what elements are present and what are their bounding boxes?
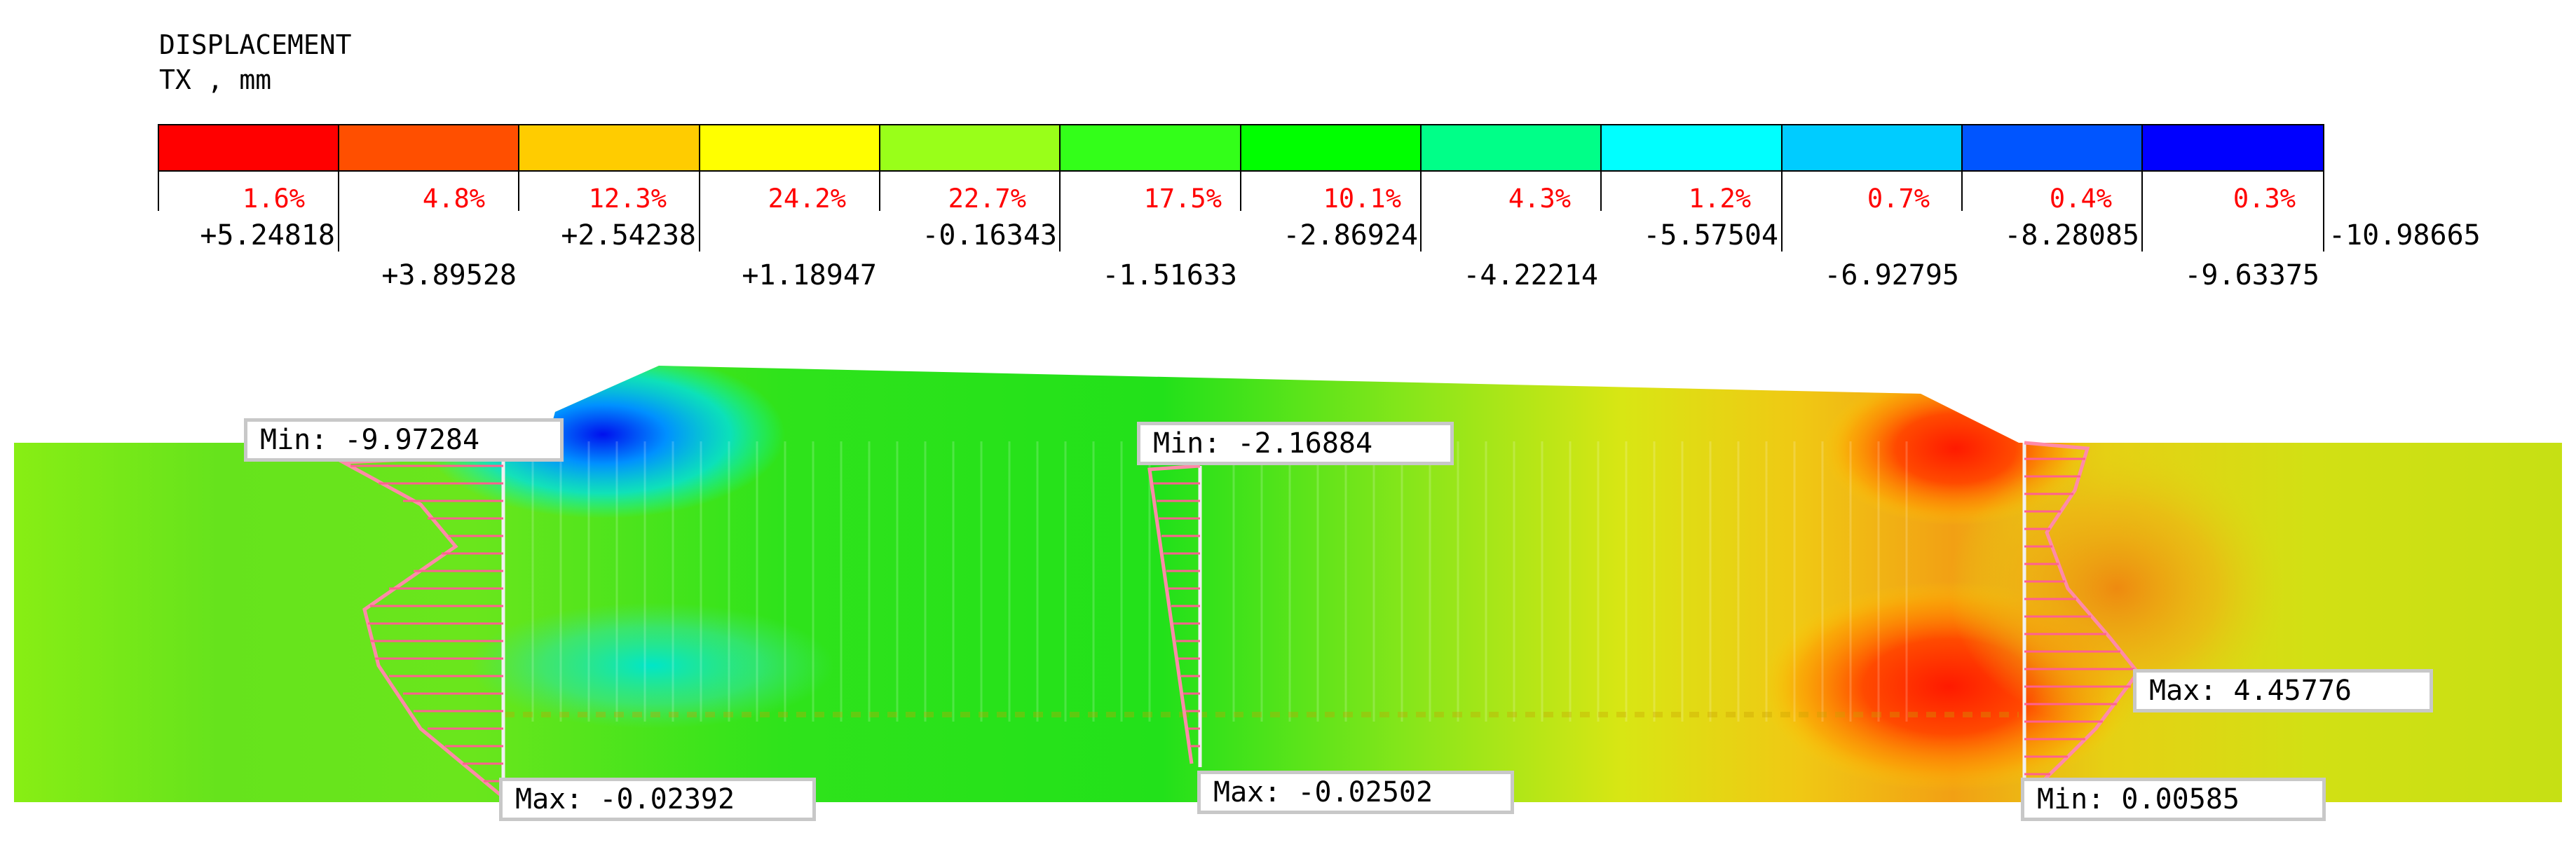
legend-value: +1.18947: [742, 259, 877, 291]
stiffener-lines: [531, 441, 1908, 722]
legend-tick: [2323, 172, 2324, 252]
right-displacement-diagram: [2022, 441, 2141, 800]
left-min-label: Min: -9.97284: [244, 418, 564, 462]
middle-min-label: Min: -2.16884: [1137, 422, 1454, 465]
right-max-label: Max: 4.45776: [2133, 669, 2433, 712]
middle-displacement-diagram: [1147, 464, 1202, 767]
legend-value: -5.57504: [1643, 219, 1778, 252]
legend-swatch: [1240, 124, 1422, 172]
legend-swatch: [2141, 124, 2324, 172]
legend-swatch: [1781, 124, 1963, 172]
legend-swatch: [1961, 124, 2143, 172]
legend-percent: 4.8%: [422, 184, 485, 214]
legend-percent: 22.7%: [948, 184, 1026, 214]
legend-swatch: [1420, 124, 1602, 172]
legend-percent: 12.3%: [588, 184, 667, 214]
legend-swatch: [1600, 124, 1783, 172]
legend-tick: [1781, 172, 1783, 252]
legend-value: -9.63375: [2184, 259, 2319, 291]
legend-tick: [338, 172, 339, 252]
legend-value: -4.22214: [1463, 259, 1598, 291]
legend-swatch: [879, 124, 1061, 172]
legend-percent: 10.1%: [1323, 184, 1401, 214]
right-min-label: Min: 0.00585: [2021, 778, 2326, 821]
legend-value: +2.54238: [561, 219, 696, 252]
legend-value: -1.51633: [1102, 259, 1237, 291]
left-displacement-diagram: [336, 448, 505, 799]
legend-tick: [1420, 172, 1422, 252]
legend-tick: [158, 172, 159, 211]
legend-value: -10.98665: [2329, 219, 2481, 252]
legend-tick: [879, 172, 880, 211]
legend-percent: 4.3%: [1508, 184, 1571, 214]
legend-value: +3.89528: [381, 259, 517, 291]
left-max-label: Max: -0.02392: [499, 778, 816, 821]
legend-percent: 1.6%: [242, 184, 305, 214]
legend-percent: 0.3%: [2233, 184, 2296, 214]
legend-value: +5.24818: [200, 219, 335, 252]
legend-tick: [1240, 172, 1241, 211]
result-component-unit: TX , mm: [159, 64, 272, 95]
legend-value: -6.92795: [1824, 259, 1959, 291]
legend-value: -8.28085: [2004, 219, 2139, 252]
legend-value: -2.86924: [1283, 219, 1418, 252]
legend-swatch: [158, 124, 339, 172]
legend-percent: 17.5%: [1143, 184, 1222, 214]
legend-percent: 24.2%: [768, 184, 846, 214]
legend-percent: 0.7%: [1867, 184, 1930, 214]
result-title: DISPLACEMENT: [159, 29, 352, 60]
legend-value: -0.16343: [922, 219, 1057, 252]
legend-tick: [1059, 172, 1061, 252]
legend-percent: 1.2%: [1688, 184, 1751, 214]
middle-max-label: Max: -0.02502: [1197, 771, 1514, 814]
legend-tick: [518, 172, 519, 211]
legend-tick: [1961, 172, 1963, 211]
legend-swatch: [1059, 124, 1241, 172]
legend-tick: [2141, 172, 2143, 252]
legend-percent: 0.4%: [2049, 184, 2112, 214]
legend-swatch: [338, 124, 519, 172]
legend-swatch: [699, 124, 880, 172]
legend-tick: [1600, 172, 1602, 211]
legend-tick: [699, 172, 700, 252]
